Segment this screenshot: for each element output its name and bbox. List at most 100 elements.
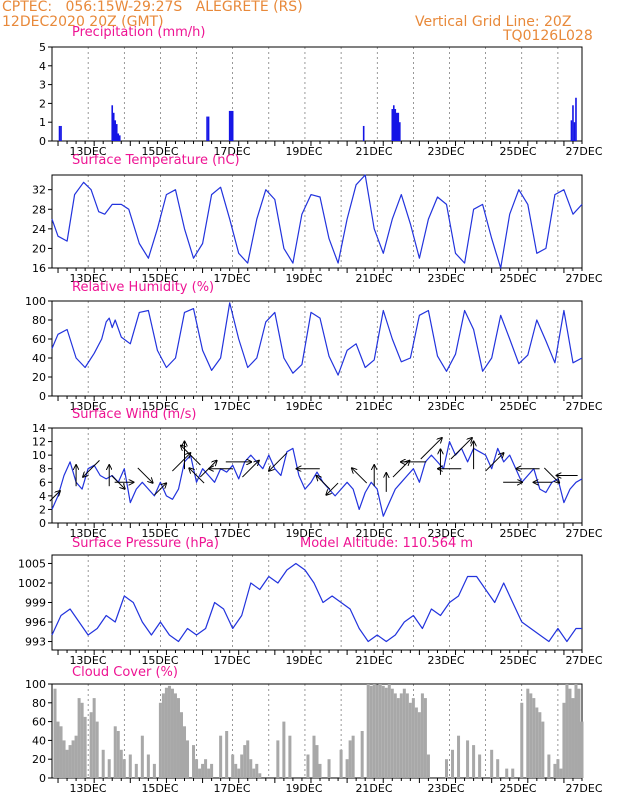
cloud-bar [101,749,105,778]
cloud-bar [529,693,533,778]
precip-ytick-label: 0 [39,135,46,148]
temp-ytick-label: 28 [32,203,46,216]
press-xtick-label: 13DEC [69,654,106,667]
precip-bar [228,110,231,141]
cloud-xtick-label: 23DEC [427,782,464,795]
cloud-ytick-label: 60 [32,716,46,729]
temp-title: Surface Temperature (nC) [72,153,240,168]
cloud-title: Cloud Cover (%) [72,665,178,680]
wind-arrow [352,468,368,484]
cloud-bar [306,754,310,778]
wind-ytick-label: 0 [39,517,46,530]
precip-ytick-label: 2 [39,97,46,110]
precip-xtick-label: 19DEC [285,145,322,158]
press-ytick-label: 999 [25,597,46,610]
cloud-bar [234,763,238,778]
wind-arrow [154,483,166,496]
rh-ytick-label: 60 [32,333,46,346]
precip-bar [117,133,120,141]
cloud-bar [375,684,379,778]
cloud-bar [420,693,424,778]
cloud-bar [62,740,66,778]
cloud-xtick-label: 19DEC [285,782,322,795]
wind-xtick-label: 13DEC [69,527,106,540]
cloud-bar [565,684,569,778]
precip-xtick-label: 13DEC [69,145,106,158]
cloud-ytick-label: 80 [32,697,46,710]
wind-arrow [485,453,504,472]
cloud-bar [192,745,196,778]
wind-arrow [392,460,410,478]
temp-ytick-label: 20 [32,242,46,255]
cloud-bar [472,745,476,778]
wind-title: Surface Wind (m/s) [72,407,196,422]
cloud-bar [56,721,60,778]
wind-arrow [172,453,190,472]
wind-arrow [269,452,288,471]
cloud-bar [369,685,373,778]
cloud-bar [345,759,349,778]
cloud-bar [158,702,162,778]
cloud-bar [496,759,500,778]
wind-xtick-label: 17DEC [213,527,250,540]
precip-xtick-label: 25DEC [499,145,536,158]
wind-ytick-label: 14 [32,422,46,435]
rh-ytick-label: 20 [32,371,46,384]
cloud-bar [466,740,470,778]
cloud-bar [80,702,84,778]
cloud-bar [505,768,509,778]
cloud-bar [451,749,455,778]
precip-bar [573,122,576,141]
precip-xtick-label: 21DEC [355,145,392,158]
cloud-bar [562,702,566,778]
cloud-bar [402,688,406,778]
precip-ytick-label: 5 [39,41,46,54]
header-run-date: 12DEC2020 20Z (GMT) [2,14,164,30]
cloud-bar [315,745,319,778]
cloud-bar [119,749,123,778]
precip-xtick-label: 17DEC [213,145,250,158]
cloud-bar [414,707,418,778]
precip-bar [206,116,208,141]
cloud-xtick-label: 13DEC [69,782,106,795]
temp-xtick-label: 19DEC [285,272,322,285]
rh-xtick-label: 17DEC [213,400,250,413]
header-code: TQ0126L028 [503,28,593,44]
cloud-bar [390,688,394,778]
precip-bar [207,116,210,141]
rh-title: Relative Humidity (%) [72,280,214,295]
cloud-bar [511,768,515,778]
cloud-bar [237,768,241,778]
wind-xtick-label: 23DEC [427,527,464,540]
press-series-line [51,562,582,643]
cloud-bar [327,759,331,778]
cloud-bar [243,745,247,778]
cloud-bar [240,754,244,778]
cloud-bar [53,688,57,778]
cloud-bar [140,735,144,778]
precip-bar [570,120,573,141]
cloud-bar [282,721,286,778]
rh-frame [51,300,583,397]
wind-ytick-label: 6 [39,476,46,489]
cloud-ytick-label: 0 [39,772,46,785]
cloud-ytick-label: 100 [25,678,46,691]
cloud-bar [252,768,256,778]
cloud-bar [577,688,581,778]
cloud-bar [339,749,343,778]
precip-ytick-label: 3 [39,79,46,92]
precip-bar [399,122,401,141]
wind-xtick-label: 27DEC [565,527,602,540]
cloud-bar [312,735,316,778]
cloud-bar [348,740,352,778]
cloud-bar [195,759,199,778]
precip-bar [397,112,400,141]
cloud-bar [179,712,183,778]
cloud-bar [538,712,542,778]
cloud-bar [164,687,168,778]
cloud-bar [526,688,530,778]
rh-ytick-label: 100 [25,295,46,308]
rh-xtick-label: 13DEC [69,400,106,413]
precip-xtick-label: 15DEC [141,145,178,158]
press-xtick-label: 19DEC [285,654,322,667]
